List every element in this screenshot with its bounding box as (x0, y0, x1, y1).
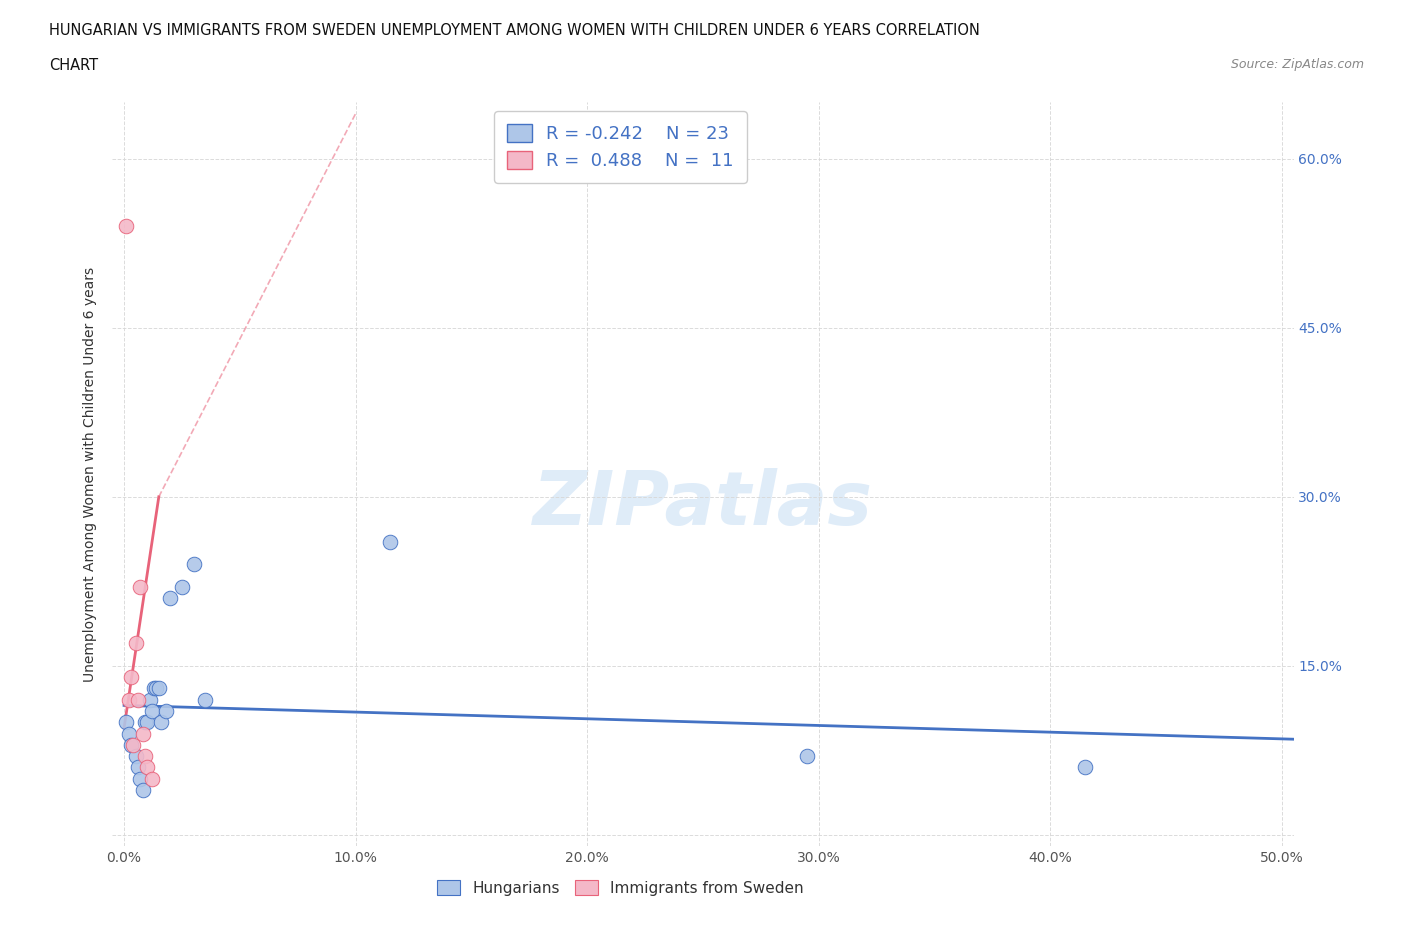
Point (134, 749, 156, 764)
Point (127, 692, 149, 707)
Text: HUNGARIAN VS IMMIGRANTS FROM SWEDEN UNEMPLOYMENT AMONG WOMEN WITH CHILDREN UNDER: HUNGARIAN VS IMMIGRANTS FROM SWEDEN UNEM… (49, 23, 980, 38)
Point (129, 579, 152, 594)
Point (170, 579, 193, 594)
Text: CHART: CHART (49, 58, 98, 73)
Point (118, 692, 141, 707)
Point (120, 670, 142, 684)
Point (124, 636, 146, 651)
Point (380, 535, 402, 550)
Point (124, 749, 146, 764)
Point (1074, 760, 1097, 775)
Point (148, 681, 170, 696)
Point (145, 681, 167, 696)
Y-axis label: Unemployment Among Women with Children Under 6 years: Unemployment Among Women with Children U… (83, 267, 97, 682)
Point (134, 715, 156, 730)
Point (122, 737, 145, 752)
Point (141, 704, 163, 719)
Point (131, 782, 153, 797)
Point (131, 726, 153, 741)
Point (129, 771, 152, 786)
Point (150, 715, 173, 730)
Point (141, 771, 163, 786)
Point (136, 715, 159, 730)
Point (796, 749, 818, 764)
Point (155, 704, 177, 719)
Point (143, 681, 166, 696)
Point (120, 737, 142, 752)
Point (138, 692, 160, 707)
Legend: Hungarians, Immigrants from Sweden: Hungarians, Immigrants from Sweden (430, 873, 810, 902)
Text: Source: ZipAtlas.com: Source: ZipAtlas.com (1230, 58, 1364, 71)
Point (194, 692, 217, 707)
Point (127, 760, 149, 775)
Point (183, 557, 205, 572)
Point (136, 760, 159, 775)
Point (115, 715, 138, 730)
Point (159, 591, 181, 605)
Point (115, 219, 138, 233)
Text: ZIPatlas: ZIPatlas (533, 468, 873, 540)
Point (118, 726, 141, 741)
